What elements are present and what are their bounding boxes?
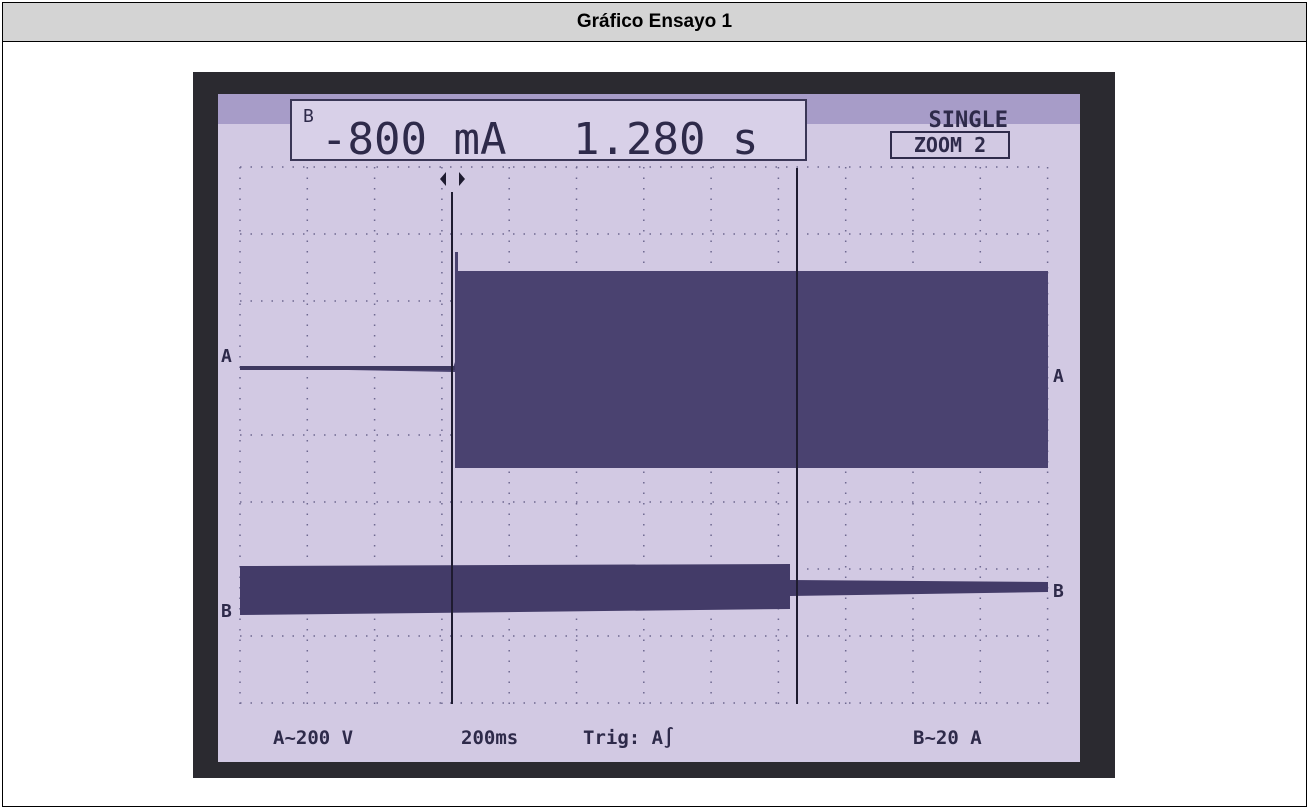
channel-a-scale: A~200 V [273,727,353,749]
trace-b [240,564,1048,615]
time-reading: 1.280 s [573,114,758,165]
mode-label: SINGLE [929,108,1008,133]
trace-a-baseline [240,366,455,370]
zoom-label: ZOOM 2 [914,133,986,157]
channel-label: B [303,106,314,127]
marker-b-left: B [221,601,232,622]
marker-b-right: B [1053,581,1064,602]
timebase: 200ms [461,727,518,749]
zoom-box [890,131,1010,159]
marker-a-left: A [221,346,232,367]
readout-box [290,99,807,161]
trigger: Trig: A∫ [583,727,675,749]
oscilloscope-photo: B -800 mA 1.280 s SINGLE ZOOM 2 A A B B … [193,72,1115,778]
trigger-marker [440,172,465,186]
current-reading: -800 mA [321,114,506,165]
channel-b-scale: B~20 A [913,727,982,749]
table-header: Gráfico Ensayo 1 [3,3,1306,42]
trace-a [240,252,1048,468]
marker-a-right: A [1053,366,1064,387]
